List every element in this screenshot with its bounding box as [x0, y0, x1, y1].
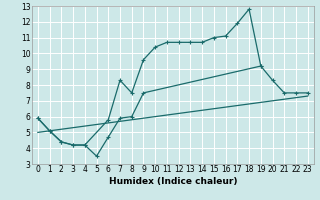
- X-axis label: Humidex (Indice chaleur): Humidex (Indice chaleur): [108, 177, 237, 186]
